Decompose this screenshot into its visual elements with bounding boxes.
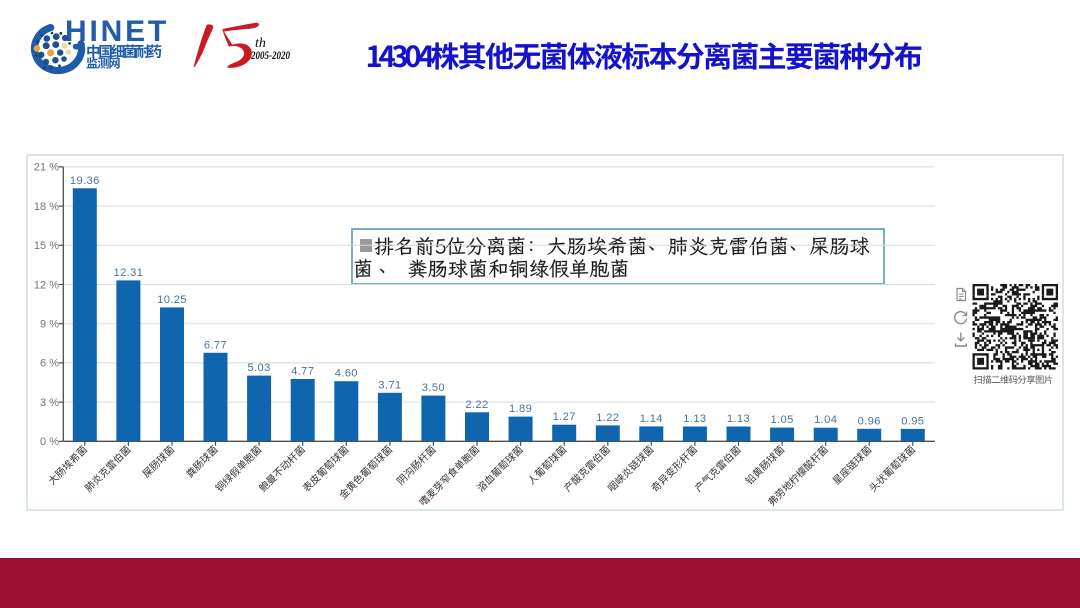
svg-text:1.05: 1.05 bbox=[771, 414, 794, 426]
svg-text:0.95: 0.95 bbox=[901, 415, 924, 427]
svg-text:2.22: 2.22 bbox=[465, 399, 488, 411]
svg-text:1.14: 1.14 bbox=[640, 413, 663, 425]
svg-text:4.60: 4.60 bbox=[335, 368, 358, 380]
svg-text:1.13: 1.13 bbox=[683, 413, 706, 425]
svg-text:0 %: 0 % bbox=[40, 436, 59, 448]
svg-text:6 %: 6 % bbox=[40, 358, 59, 370]
svg-text:12.31: 12.31 bbox=[114, 267, 144, 279]
svg-text:0.96: 0.96 bbox=[858, 415, 881, 427]
svg-text:3.50: 3.50 bbox=[422, 382, 445, 394]
svg-text:6.77: 6.77 bbox=[204, 339, 227, 351]
svg-text:19.36: 19.36 bbox=[70, 175, 100, 187]
svg-text:1.89: 1.89 bbox=[509, 403, 532, 415]
svg-text:9 %: 9 % bbox=[40, 319, 59, 331]
svg-text:10.25: 10.25 bbox=[157, 294, 187, 306]
svg-text:21 %: 21 % bbox=[34, 162, 59, 174]
svg-text:12 %: 12 % bbox=[34, 279, 59, 291]
svg-text:3.71: 3.71 bbox=[378, 379, 401, 391]
svg-text:5.03: 5.03 bbox=[248, 362, 271, 374]
svg-text:15 %: 15 % bbox=[34, 240, 59, 252]
svg-text:3 %: 3 % bbox=[40, 397, 59, 409]
svg-text:1.22: 1.22 bbox=[596, 412, 619, 424]
svg-text:18 %: 18 % bbox=[34, 201, 59, 213]
svg-text:1.04: 1.04 bbox=[814, 414, 837, 426]
svg-text:4.77: 4.77 bbox=[291, 366, 314, 378]
svg-text:1.13: 1.13 bbox=[727, 413, 750, 425]
svg-text:1.27: 1.27 bbox=[553, 411, 576, 423]
